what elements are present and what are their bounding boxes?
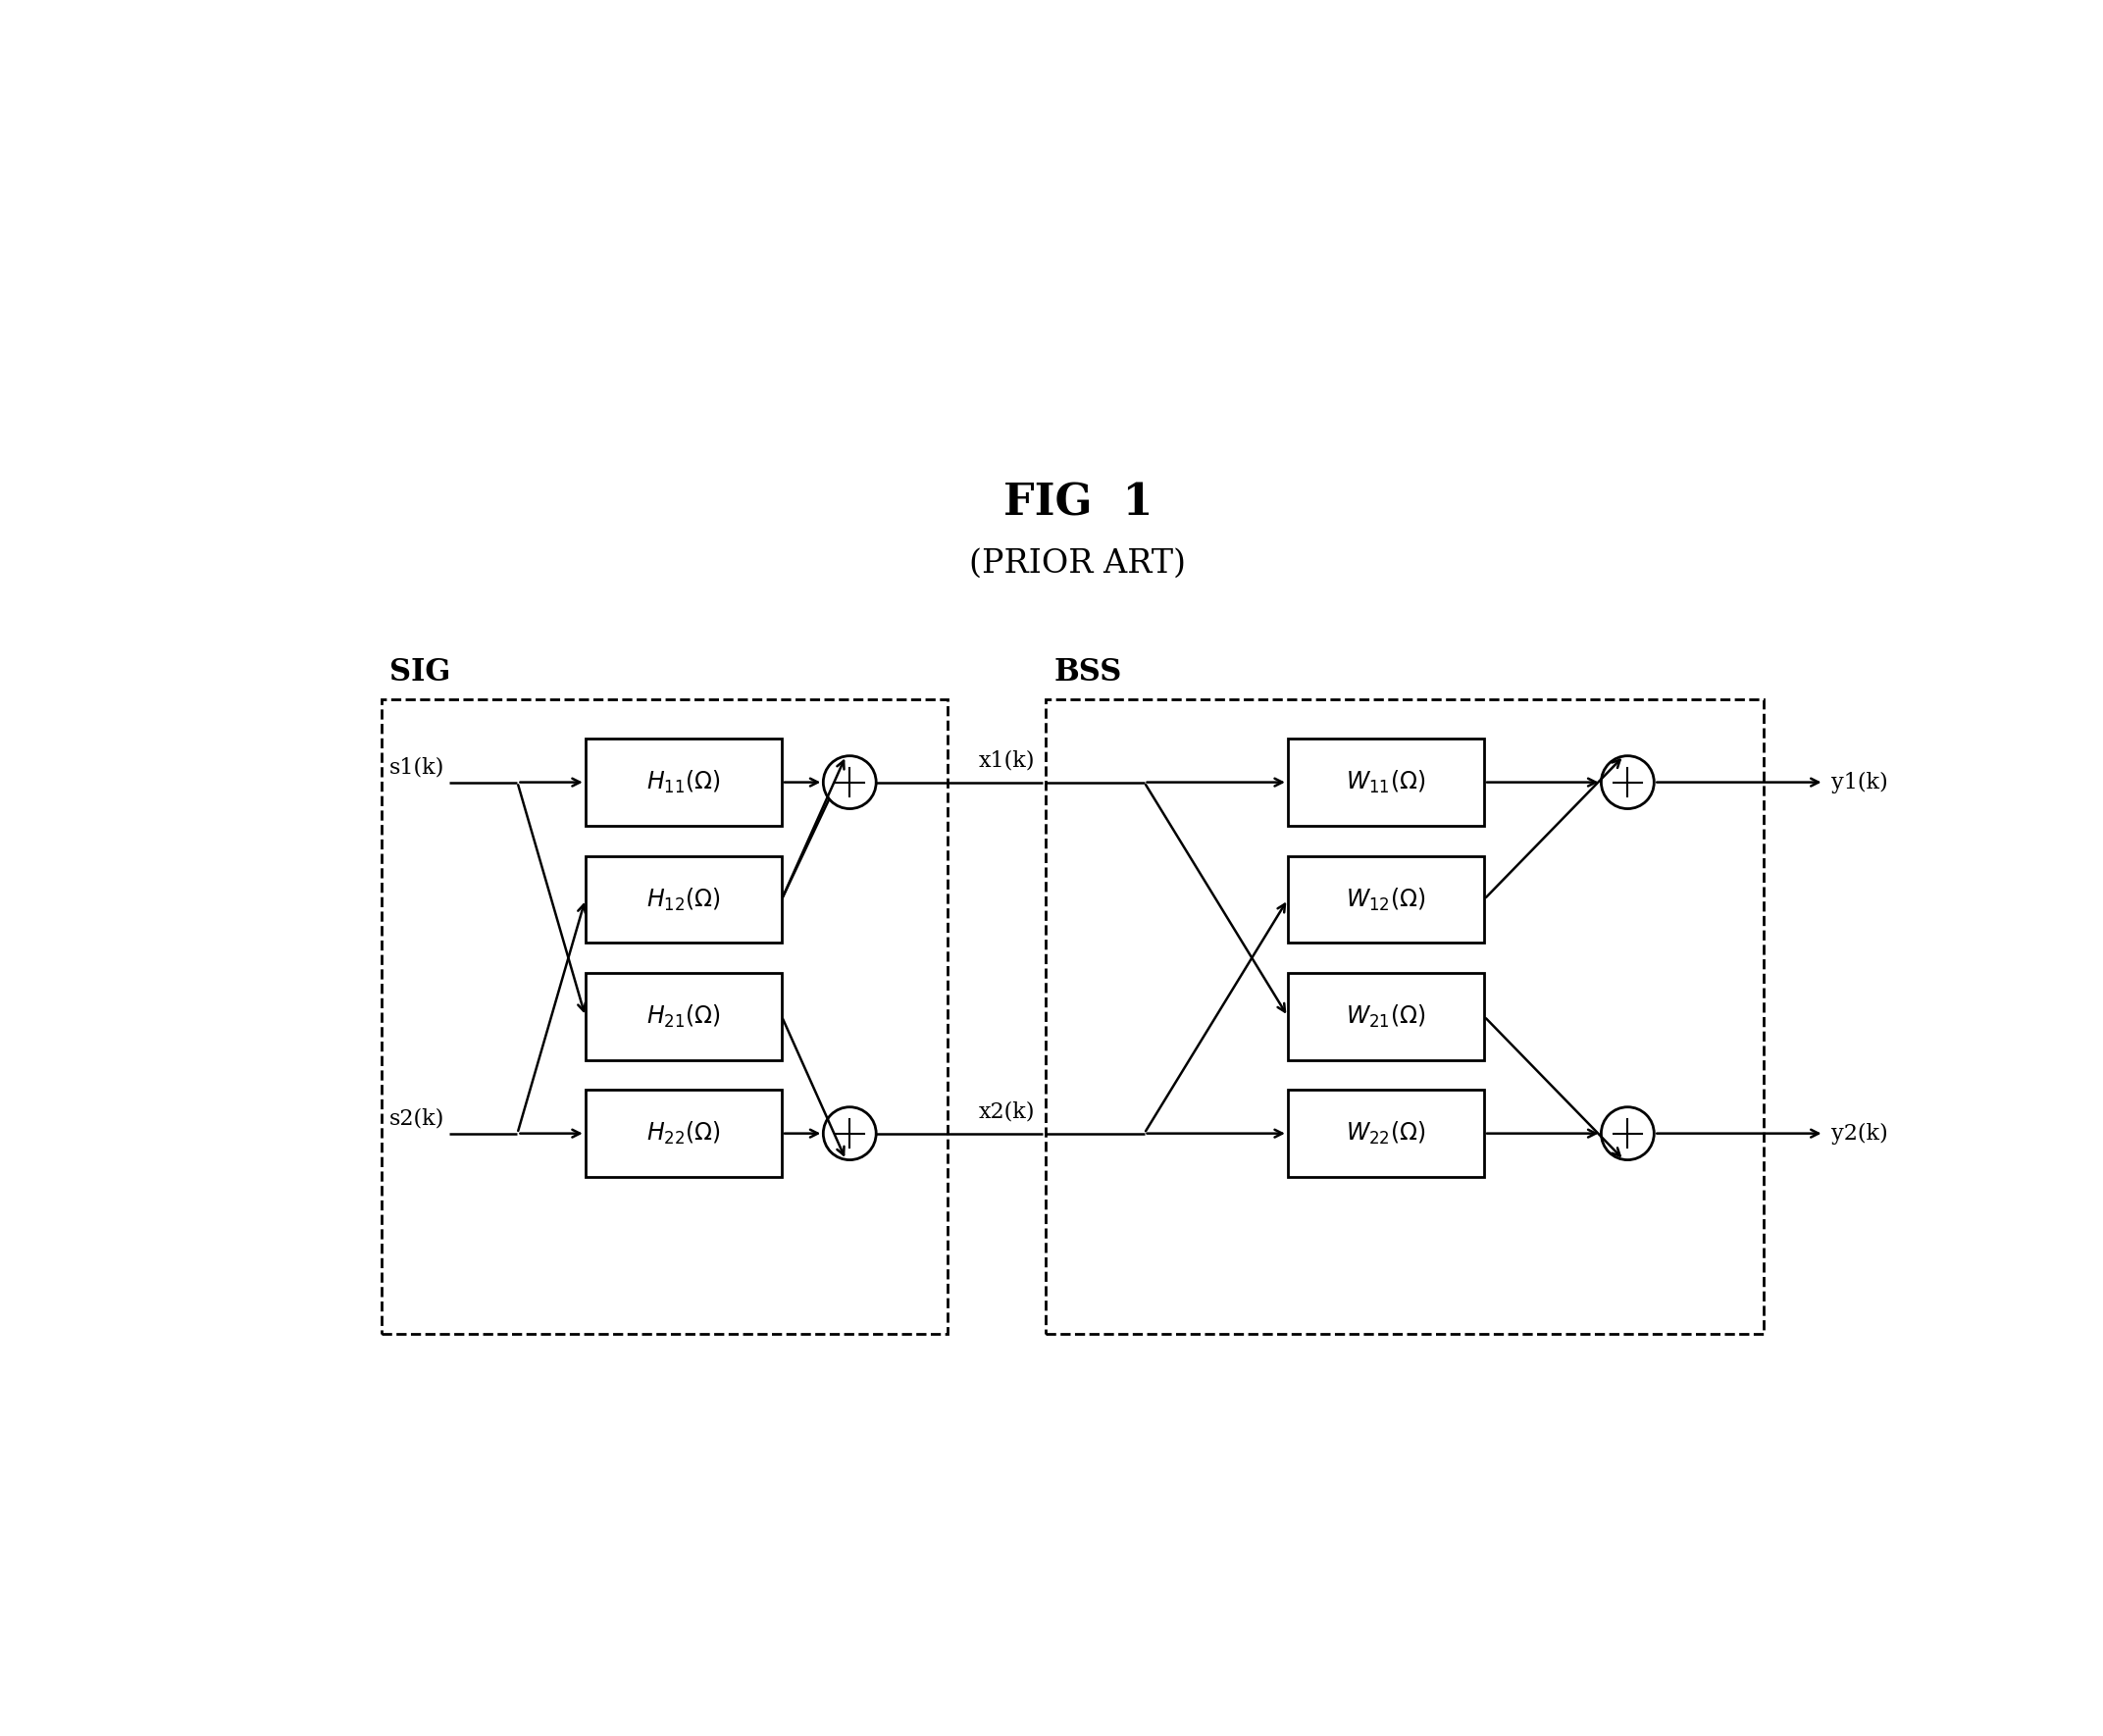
Text: $H_{21}(\Omega)$: $H_{21}(\Omega)$ — [646, 1003, 721, 1029]
Text: $H_{11}(\Omega)$: $H_{11}(\Omega)$ — [646, 769, 721, 795]
Bar — [1045, 700, 1764, 1333]
Bar — [381, 700, 948, 1333]
Bar — [585, 740, 782, 826]
Text: x2(k): x2(k) — [978, 1101, 1035, 1121]
Text: y2(k): y2(k) — [1832, 1123, 1888, 1144]
Text: $W_{12}(\Omega)$: $W_{12}(\Omega)$ — [1346, 885, 1426, 913]
Bar — [585, 972, 782, 1059]
Circle shape — [822, 755, 877, 809]
Text: $H_{12}(\Omega)$: $H_{12}(\Omega)$ — [646, 885, 721, 913]
Bar — [1287, 972, 1485, 1059]
Bar — [585, 1090, 782, 1177]
Circle shape — [1600, 755, 1655, 809]
Text: s2(k): s2(k) — [389, 1108, 444, 1130]
Circle shape — [1600, 1108, 1655, 1160]
Text: SIG: SIG — [389, 658, 450, 687]
Text: $H_{22}(\Omega)$: $H_{22}(\Omega)$ — [646, 1120, 721, 1147]
Bar — [1287, 1090, 1485, 1177]
Text: x1(k): x1(k) — [978, 750, 1035, 771]
Circle shape — [822, 1108, 877, 1160]
Bar — [1287, 856, 1485, 943]
Text: $W_{22}(\Omega)$: $W_{22}(\Omega)$ — [1346, 1120, 1426, 1147]
Text: BSS: BSS — [1054, 658, 1121, 687]
Text: FIG  1: FIG 1 — [1003, 483, 1152, 524]
Text: (PRIOR ART): (PRIOR ART) — [969, 547, 1186, 580]
Text: $W_{21}(\Omega)$: $W_{21}(\Omega)$ — [1346, 1003, 1426, 1029]
Text: y1(k): y1(k) — [1832, 771, 1888, 793]
Bar — [585, 856, 782, 943]
Text: s1(k): s1(k) — [389, 757, 444, 778]
Bar — [1287, 740, 1485, 826]
Text: $W_{11}(\Omega)$: $W_{11}(\Omega)$ — [1346, 769, 1426, 795]
